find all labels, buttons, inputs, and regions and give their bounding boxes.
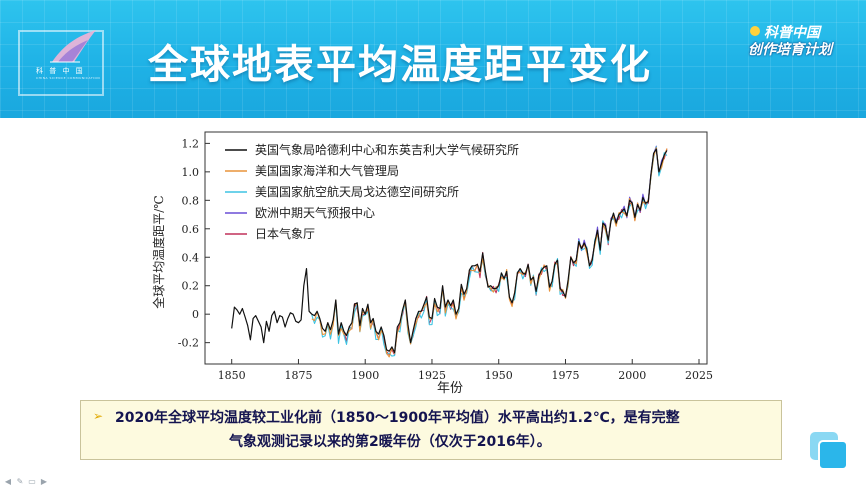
page-title: 全球地表平均温度距平变化 <box>148 42 652 88</box>
note-bullet-icon: ➢ <box>93 409 104 423</box>
y-tick-label: 0.6 <box>182 223 200 236</box>
logo-subtext: CHINA SCIENCE COMMUNICATION <box>36 76 101 80</box>
chart-panel: 1850 1875 1900 1925 1950 1975 2000 2025 -0.2 0 0.2… <box>143 128 717 396</box>
corner-widget-front <box>818 440 848 470</box>
logo-frame <box>18 30 104 96</box>
x-tick-label: 1850 <box>218 369 246 382</box>
note-box: ➢ 2020年全球平均温度较工业化前（1850～1900年平均值）水平高出约1.… <box>80 400 782 460</box>
header-banner: 科 普 中 国 CHINA SCIENCE COMMUNICATION 全球地表… <box>0 0 866 118</box>
x-axis-label: 年份 <box>437 381 463 396</box>
legend-label-1: 美国国家海洋和大气管理局 <box>255 163 399 178</box>
y-tick-label: 0.8 <box>182 194 200 207</box>
series-line-0 <box>231 148 668 354</box>
x-tick-label: 1975 <box>551 369 579 382</box>
x-tick-label: 1950 <box>485 369 513 382</box>
y-tick-label: 0 <box>192 308 199 321</box>
y-tick-label: 0.4 <box>182 251 200 264</box>
x-tick-label: 1875 <box>284 369 312 382</box>
logo-text: 科 普 中 国 <box>36 67 85 75</box>
y-tick-label: -0.2 <box>178 337 199 350</box>
banner-grid-pattern <box>0 0 866 118</box>
x-tick-label: 2025 <box>685 369 713 382</box>
x-tick-label: 2000 <box>618 369 646 382</box>
brand-badge: 科普中国 创作培育计划 <box>748 22 846 62</box>
note-line2: 气象观测记录以来的第2暖年份（仅次于2016年）。 <box>229 434 551 450</box>
logo-wing-icon <box>50 30 96 63</box>
x-tick-label: 1925 <box>418 369 446 382</box>
y-axis-label: 全球平均温度距平/℃ <box>151 195 166 308</box>
x-tick-label: 1900 <box>351 369 379 382</box>
y-tick-label: 1.2 <box>182 137 200 150</box>
corner-widget[interactable] <box>810 432 850 472</box>
next-slide-icon[interactable]: ▶ <box>40 477 48 486</box>
legend-label-2: 美国国家航空航天局戈达德空间研究所 <box>255 184 459 199</box>
y-tick-label: 1.0 <box>182 166 200 179</box>
pen-icon[interactable]: ✎ <box>16 477 24 486</box>
prev-slide-icon[interactable]: ◀ <box>4 477 12 486</box>
series-line-4 <box>340 148 668 356</box>
temperature-anomaly-chart: 1850 1875 1900 1925 1950 1975 2000 2025 -0.2 0 0.2… <box>151 131 713 396</box>
plot-area <box>204 131 708 365</box>
series-line-2 <box>311 146 668 357</box>
menu-icon[interactable]: ▭ <box>28 477 36 486</box>
y-tick-label: 0.2 <box>182 280 200 293</box>
brand-line1: 科普中国 <box>764 25 820 41</box>
legend-label-3: 欧洲中期天气预报中心 <box>255 205 375 220</box>
legend-label-0: 英国气象局哈德利中心和东英吉利大学气候研究所 <box>255 142 519 157</box>
legend-label-4: 日本气象厅 <box>255 226 315 241</box>
brand-line2: 创作培育计划 <box>748 42 832 58</box>
slide-toolbar: ◀ ✎ ▭ ▶ <box>4 476 48 488</box>
note-line1: 2020年全球平均温度较工业化前（1850～1900年平均值）水平高出约1.2℃… <box>115 410 680 426</box>
series-line-1 <box>311 147 668 358</box>
brand-dot-icon <box>750 26 760 36</box>
